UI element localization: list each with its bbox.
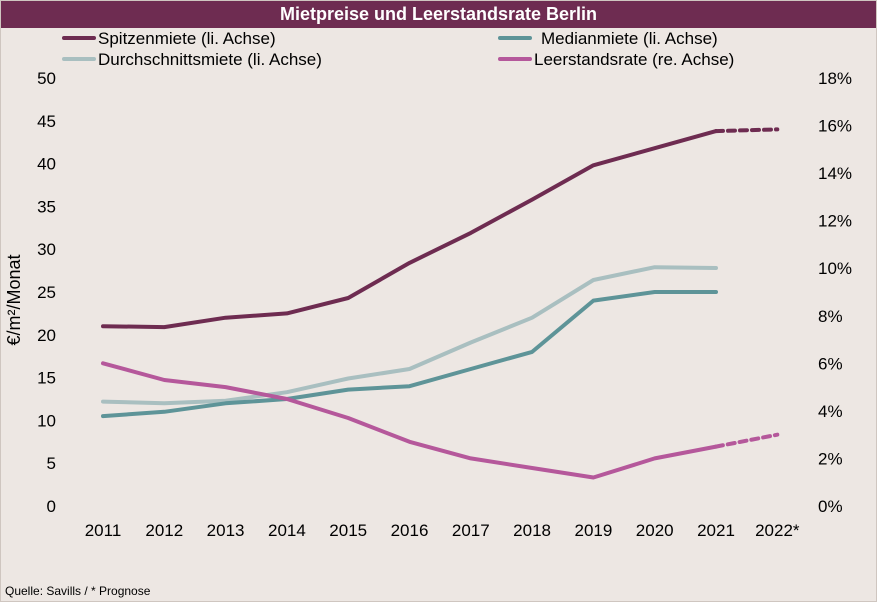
x-tick-label: 2022* [755,521,800,540]
legend-label: Medianmiete (li. Achse) [541,29,718,48]
legend-label: Leerstandsrate (re. Achse) [534,50,734,69]
left-axis-ticks: 0 5 10 15 20 25 30 35 40 45 50 [37,69,56,516]
right-tick-label: 8% [818,307,843,326]
right-tick-label: 4% [818,402,843,421]
x-axis-ticks: 2011 2012 2013 2014 2015 2016 2017 2018 2019 2020… [85,521,800,540]
x-tick-label: 2016 [391,521,429,540]
series-forecast-line [714,127,780,134]
right-tick-label: 16% [818,117,852,136]
x-tick-label: 2015 [329,521,367,540]
x-tick-label: 2014 [268,521,306,540]
right-tick-label: 6% [818,354,843,373]
right-tick-label: 2% [818,449,843,468]
left-tick-label: 10 [37,411,56,430]
left-tick-label: 5 [47,454,56,473]
x-tick-label: 2013 [207,521,245,540]
right-tick-label: 0% [818,497,843,516]
series-line [101,265,718,406]
x-tick-label: 2019 [574,521,612,540]
legend-label: Spitzenmiete (li. Achse) [98,29,276,48]
series-line [101,290,718,419]
right-tick-label: 14% [818,164,852,183]
series-lines [101,127,780,480]
right-tick-label: 10% [818,259,852,278]
left-tick-label: 25 [37,283,56,302]
left-tick-label: 0 [47,497,56,516]
right-axis-ticks: 0% 2% 4% 6% 8% 10% 12% 14% 16% 18% [818,69,852,516]
source-note: Quelle: Savills / * Prognose [5,584,151,598]
series-line [101,361,718,480]
x-tick-label: 2021 [697,521,735,540]
left-tick-label: 50 [37,69,56,88]
left-tick-label: 45 [37,112,56,131]
series-forecast-line [714,432,780,449]
right-tick-label: 18% [818,69,852,88]
legend: Spitzenmiete (li. Achse) Medianmiete (li.… [62,29,734,69]
x-tick-label: 2020 [636,521,674,540]
left-tick-label: 35 [37,197,56,216]
right-tick-label: 12% [818,212,852,231]
y-axis-label: €/m²/Monat [4,254,24,345]
left-tick-label: 20 [37,326,56,345]
x-tick-label: 2018 [513,521,551,540]
x-tick-label: 2011 [85,521,122,540]
x-tick-label: 2017 [452,521,490,540]
left-tick-label: 30 [37,240,56,259]
left-tick-label: 40 [37,155,56,174]
x-tick-label: 2012 [145,521,183,540]
legend-label: Durchschnittsmiete (li. Achse) [98,50,322,69]
chart-title: Mietpreise und Leerstandsrate Berlin [1,1,876,28]
series-line [101,129,718,330]
left-tick-label: 15 [37,369,56,388]
